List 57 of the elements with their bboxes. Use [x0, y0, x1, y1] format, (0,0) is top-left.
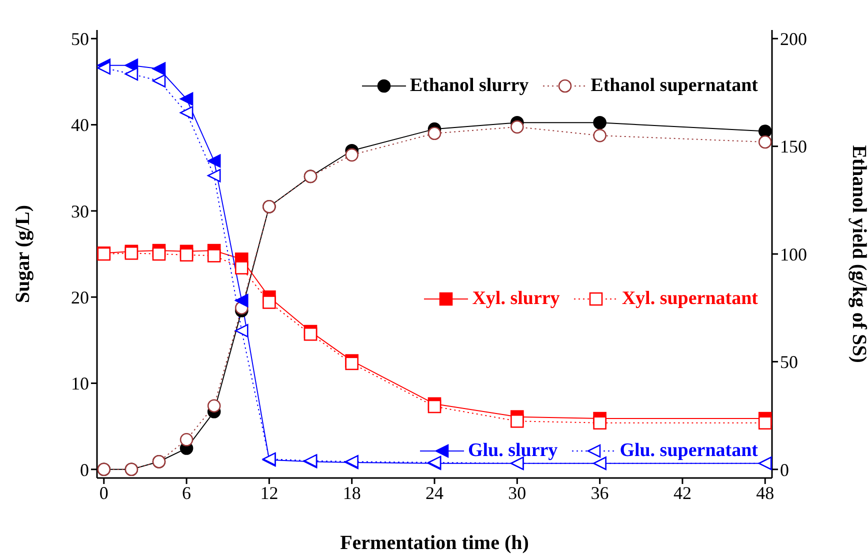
point — [97, 61, 111, 75]
y-tick-label: 20 — [71, 287, 89, 308]
y2-tick-label: 200 — [780, 29, 807, 50]
point — [207, 154, 221, 168]
y2-tick-label: 150 — [780, 136, 807, 157]
point — [428, 126, 442, 140]
legend-label: Ethanol supernatant — [590, 75, 758, 97]
x-tick-label: 48 — [756, 482, 774, 503]
point — [180, 92, 194, 106]
point — [234, 324, 248, 338]
point — [593, 116, 606, 130]
y-tick-label: 0 — [80, 460, 89, 480]
y2-tick-label: 0 — [780, 460, 789, 480]
x-tick-label: 18 — [342, 482, 361, 503]
x-tick-label: 30 — [508, 482, 526, 503]
y2-axis-title: Ethanol yield (g/kg of SS) — [848, 145, 868, 363]
legend-label: Xyl. slurry — [472, 288, 560, 310]
point — [593, 416, 606, 430]
point — [345, 148, 358, 162]
legend-label: Ethanol slurry — [410, 75, 529, 97]
x-tick-label: 42 — [673, 482, 692, 503]
point — [124, 67, 138, 81]
point — [758, 124, 772, 138]
point — [428, 400, 442, 414]
point — [207, 249, 221, 262]
x-tick-label: 36 — [590, 482, 609, 503]
point — [180, 248, 194, 262]
point — [180, 433, 194, 446]
point — [345, 356, 358, 370]
y2-tick-label: 100 — [780, 244, 807, 264]
legend-label: Glu. supernatant — [620, 440, 758, 462]
y2-tick-label: 50 — [780, 352, 798, 372]
x-tick-label: 6 — [182, 482, 192, 503]
y-tick-label: 50 — [71, 29, 89, 50]
y-tick-label: 10 — [71, 374, 89, 394]
x-tick-label: 24 — [426, 482, 444, 503]
y-tick-label: 40 — [71, 115, 89, 136]
point — [152, 74, 166, 88]
point — [304, 327, 318, 341]
point — [234, 261, 248, 274]
point — [234, 294, 248, 308]
legend-label: Glu. slurry — [468, 440, 558, 462]
point — [758, 416, 772, 430]
point — [180, 106, 194, 120]
point — [510, 414, 524, 428]
point — [510, 120, 524, 134]
x-tick-label: 12 — [260, 482, 278, 503]
y-axis-title: Sugar (g/L) — [12, 205, 34, 303]
legend-label: Xyl. supernatant — [622, 288, 758, 310]
y-tick-label: 30 — [71, 201, 89, 222]
x-axis-title: Fermentation time (h) — [340, 532, 529, 554]
x-tick-label: 0 — [99, 482, 108, 503]
point — [207, 168, 221, 182]
point — [207, 399, 221, 412]
point — [152, 62, 166, 76]
point — [152, 247, 166, 261]
point — [262, 296, 276, 309]
